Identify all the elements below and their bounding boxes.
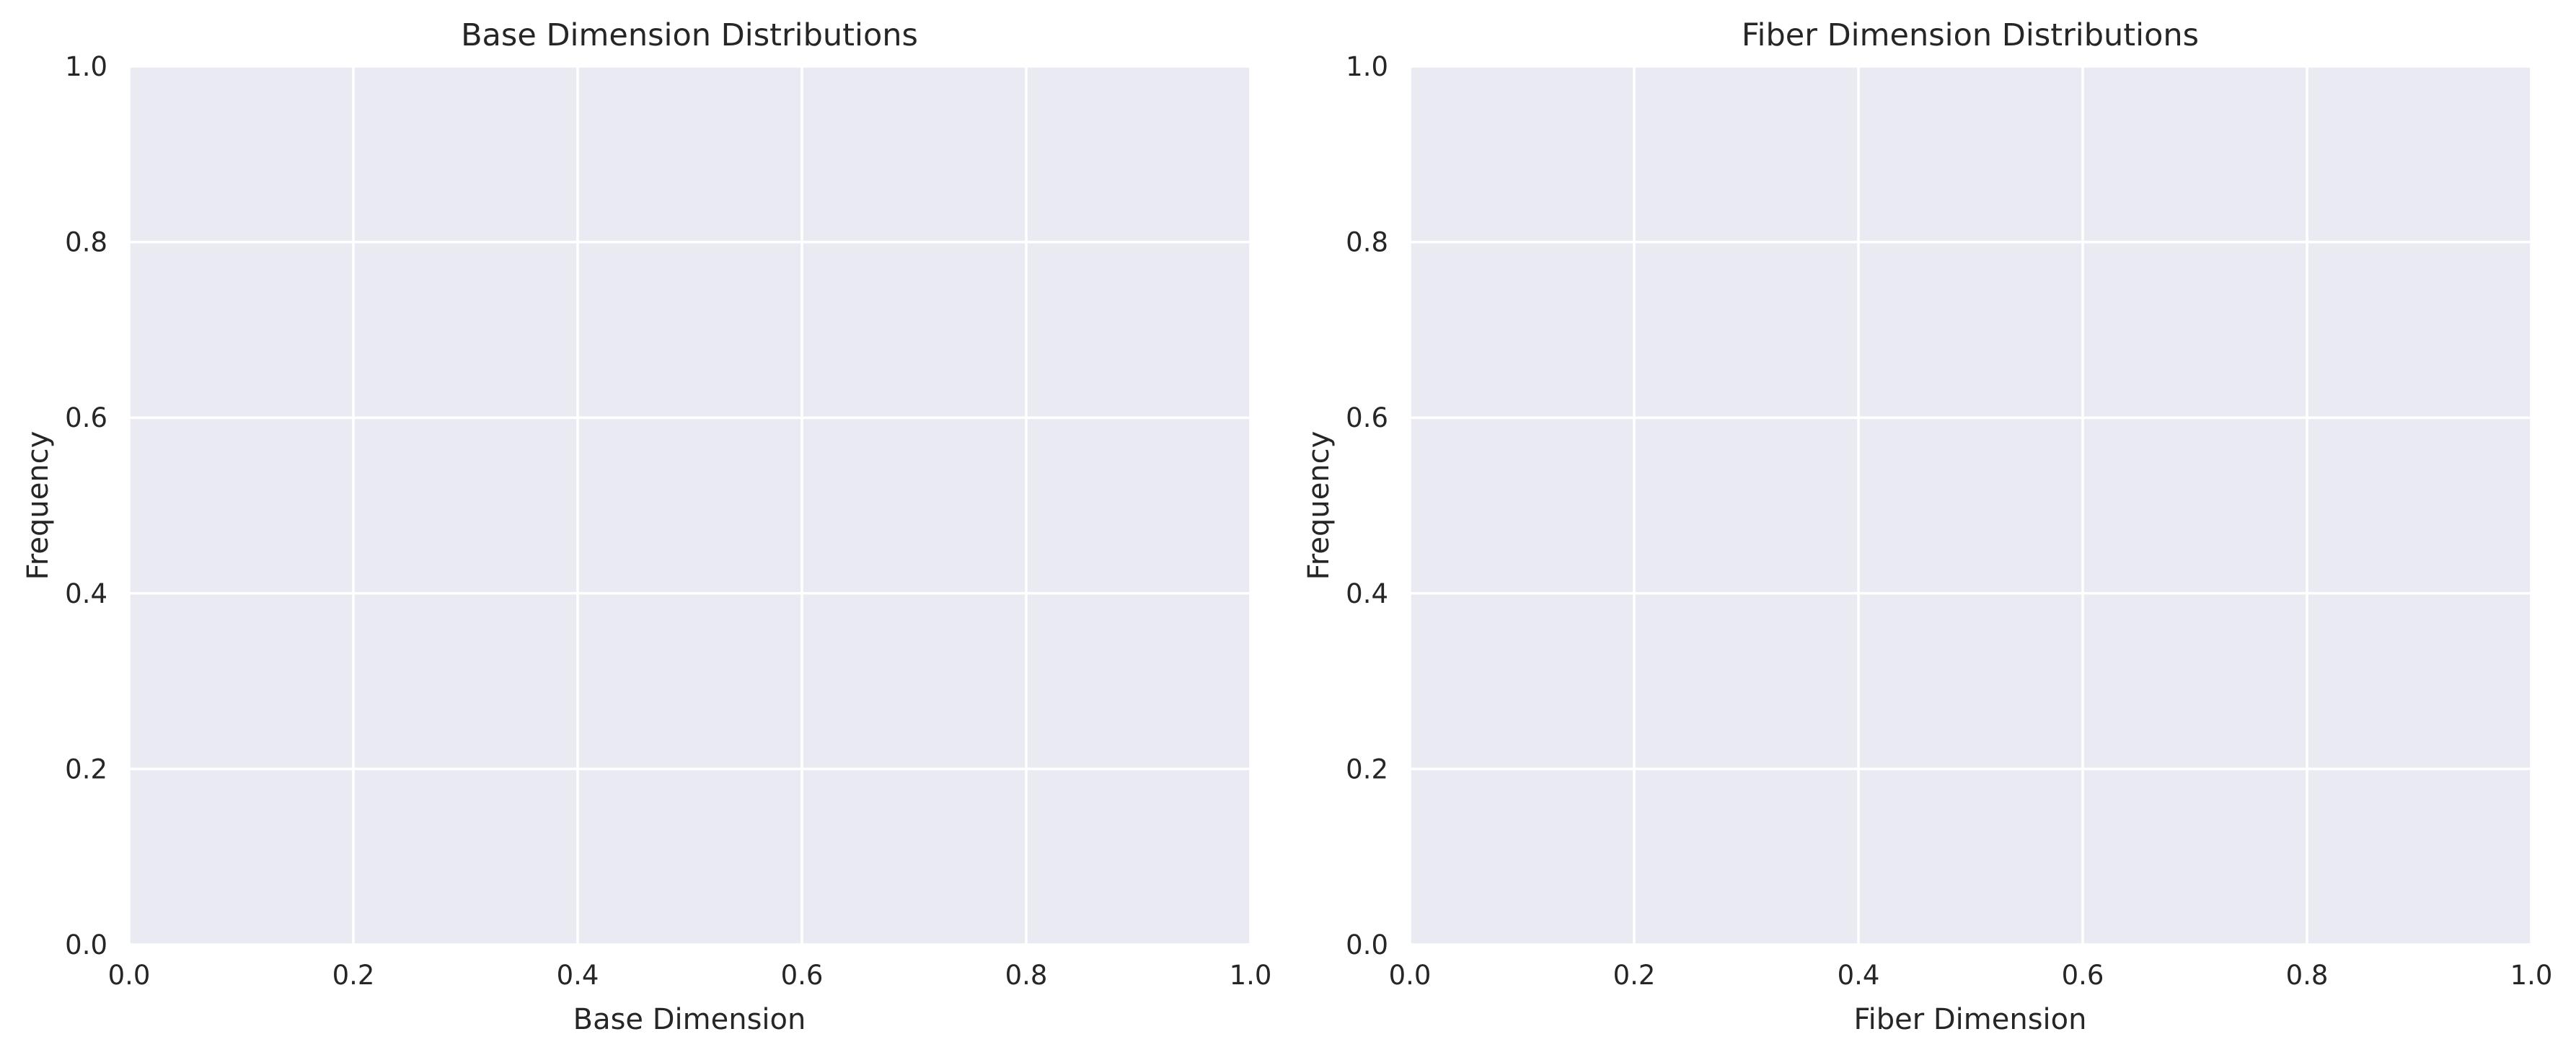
y-tick-label-2: 0.4	[65, 578, 107, 609]
plot-area-background	[129, 66, 1250, 945]
y-tick-label-1: 0.2	[1346, 754, 1388, 785]
chart-title: Fiber Dimension Distributions	[1742, 17, 2199, 53]
x-tick-label-4: 0.8	[2286, 960, 2329, 991]
y-tick-labels: 0.0 0.2 0.4 0.6 0.8 1.0	[1346, 51, 1388, 960]
x-tick-label-1: 0.2	[1613, 960, 1656, 991]
x-tick-label-0: 0.0	[108, 960, 151, 991]
y-axis-label: Frequency	[22, 431, 55, 580]
chart-panel-fiber: 0.0 0.2 0.4 0.6 0.8 1.0 0.0 0.2 0.4 0.6 0.8 1.0 Fi…	[1281, 0, 2569, 1060]
x-tick-labels: 0.0 0.2 0.4 0.6 0.8 1.0	[1389, 960, 2553, 991]
x-tick-label-1: 0.2	[332, 960, 375, 991]
y-tick-label-4: 0.8	[65, 227, 107, 258]
y-tick-label-5: 1.0	[65, 51, 107, 82]
y-tick-labels: 0.0 0.2 0.4 0.6 0.8 1.0	[65, 51, 107, 960]
x-tick-label-2: 0.4	[1838, 960, 1880, 991]
y-axis-label: Frequency	[1302, 431, 1336, 580]
y-tick-label-4: 0.8	[1346, 227, 1388, 258]
y-tick-label-2: 0.4	[1346, 578, 1388, 609]
y-tick-label-0: 0.0	[65, 929, 107, 960]
x-tick-labels: 0.0 0.2 0.4 0.6 0.8 1.0	[108, 960, 1272, 991]
x-tick-label-2: 0.4	[557, 960, 599, 991]
grid-lines	[128, 65, 1252, 946]
x-tick-label-3: 0.6	[781, 960, 824, 991]
grid-lines	[1408, 65, 2533, 946]
x-tick-label-0: 0.0	[1389, 960, 1432, 991]
chart-title: Base Dimension Distributions	[461, 17, 918, 53]
chart-fiber-svg: 0.0 0.2 0.4 0.6 0.8 1.0 0.0 0.2 0.4 0.6 0.8 1.0 Fi…	[1302, 17, 2553, 1036]
y-tick-label-3: 0.6	[1346, 402, 1388, 433]
x-tick-label-4: 0.8	[1005, 960, 1048, 991]
x-axis-label: Base Dimension	[573, 1003, 806, 1036]
y-tick-label-5: 1.0	[1346, 51, 1388, 82]
chart-base-svg: 0.0 0.2 0.4 0.6 0.8 1.0 0.0 0.2 0.4 0.6 0.8 1.0 Ba…	[22, 17, 1272, 1036]
x-tick-label-3: 0.6	[2062, 960, 2104, 991]
x-tick-label-5: 1.0	[1230, 960, 1272, 991]
x-tick-label-5: 1.0	[2510, 960, 2553, 991]
plot-area-background	[1410, 66, 2531, 945]
y-tick-label-0: 0.0	[1346, 929, 1388, 960]
y-tick-label-3: 0.6	[65, 402, 107, 433]
x-axis-label: Fiber Dimension	[1854, 1003, 2087, 1036]
chart-panel-base: 0.0 0.2 0.4 0.6 0.8 1.0 0.0 0.2 0.4 0.6 0.8 1.0 Ba…	[22, 17, 1272, 1036]
y-tick-label-1: 0.2	[65, 754, 107, 785]
